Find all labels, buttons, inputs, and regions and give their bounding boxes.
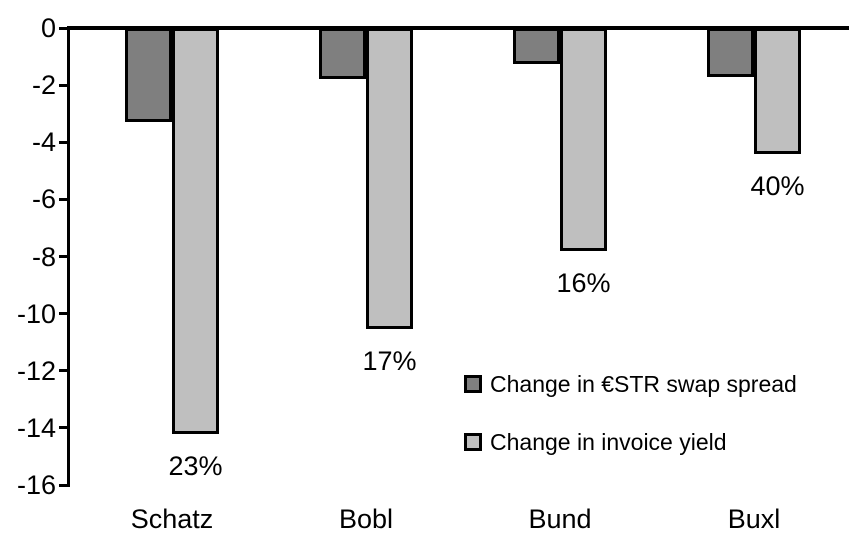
bar-invoice-yield-schatz <box>172 28 219 434</box>
y-tick-label: -16 <box>16 470 56 500</box>
y-tick-mark <box>59 426 70 430</box>
y-tick-label: -4 <box>31 127 56 158</box>
y-tick-mark <box>59 197 70 201</box>
zero-axis-line <box>67 26 849 30</box>
y-tick-mark <box>59 26 70 30</box>
y-tick-label: 0 <box>40 13 56 43</box>
y-tick-mark <box>59 483 70 487</box>
legend-swatch-icon <box>464 433 482 451</box>
y-tick-label: -14 <box>16 412 56 443</box>
legend-swatch-icon <box>464 375 482 393</box>
category-label-buxl: Buxl <box>727 504 781 534</box>
data-label-bobl: 17% <box>362 346 417 377</box>
y-tick-mark <box>59 255 70 258</box>
y-tick-mark <box>59 83 70 87</box>
y-tick-label: -8 <box>31 241 56 272</box>
bar-invoice-yield-bund <box>560 28 607 251</box>
legend-label: Change in €STR swap spread <box>490 371 797 397</box>
bar-swap-spread-bobl <box>319 28 366 80</box>
y-tick-mark <box>59 140 70 144</box>
category-label-bund: Bund <box>528 504 592 534</box>
y-tick-label: -12 <box>16 355 56 386</box>
data-label-schatz: 23% <box>168 450 223 481</box>
bar-invoice-yield-buxl <box>754 28 801 154</box>
bar-swap-spread-buxl <box>707 28 754 77</box>
y-tick-mark <box>59 312 70 316</box>
data-label-bund: 16% <box>556 267 611 298</box>
data-label-buxl: 40% <box>750 170 805 201</box>
bar-invoice-yield-bobl <box>366 28 413 330</box>
y-tick-label: -6 <box>31 184 56 215</box>
bar-swap-spread-bund <box>513 28 560 64</box>
legend-label: Change in invoice yield <box>490 429 727 455</box>
y-tick-label: -10 <box>16 298 56 329</box>
category-label-schatz: Schatz <box>130 504 214 534</box>
bar-swap-spread-schatz <box>125 28 172 123</box>
legend-item: Change in invoice yield <box>464 429 727 455</box>
legend-item: Change in €STR swap spread <box>464 371 797 397</box>
category-label-bobl: Bobl <box>338 504 394 534</box>
y-tick-label: -2 <box>31 70 56 101</box>
y-tick-mark <box>59 369 70 373</box>
